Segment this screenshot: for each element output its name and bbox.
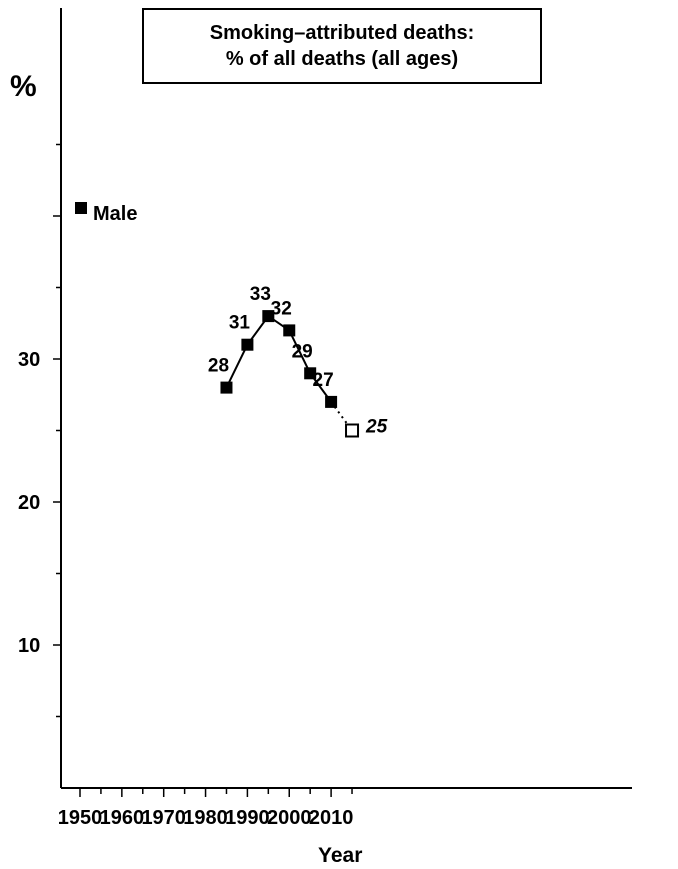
y-axis-label: % — [10, 70, 37, 103]
x-tick-label: 1990 — [225, 807, 270, 829]
data-label: 28 — [208, 356, 229, 377]
x-axis-label: Year — [318, 844, 363, 867]
x-tick-label: 1970 — [141, 807, 186, 829]
legend-label: Male — [93, 203, 137, 225]
data-label: 31 — [229, 313, 251, 334]
chart-title-line1: Smoking–attributed deaths: — [209, 22, 475, 44]
y-tick-label: 30 — [18, 349, 40, 371]
data-label: 32 — [271, 298, 292, 319]
data-point — [283, 324, 296, 337]
legend-marker — [75, 202, 87, 214]
x-tick-label: 1980 — [183, 807, 228, 829]
data-label: 29 — [292, 341, 313, 362]
y-tick-label: 10 — [18, 635, 40, 657]
chart-title: Smoking–attributed deaths: % of all deat… — [142, 8, 542, 84]
x-tick-label: 2010 — [309, 807, 354, 829]
data-point — [304, 367, 317, 380]
x-tick-label: 1960 — [100, 807, 145, 829]
data-label: 27 — [313, 370, 334, 391]
data-label: 33 — [250, 284, 271, 305]
chart-title-line2: % of all deaths (all ages) — [225, 48, 459, 70]
x-tick-label: 1950 — [58, 807, 103, 829]
data-point — [325, 395, 338, 408]
data-point — [220, 381, 233, 394]
projection-point — [345, 423, 360, 438]
data-point — [262, 310, 275, 323]
y-tick-label: 20 — [18, 492, 40, 514]
x-tick-label: 2000 — [267, 807, 312, 829]
projection-label: 25 — [365, 417, 388, 438]
data-point — [241, 338, 254, 351]
